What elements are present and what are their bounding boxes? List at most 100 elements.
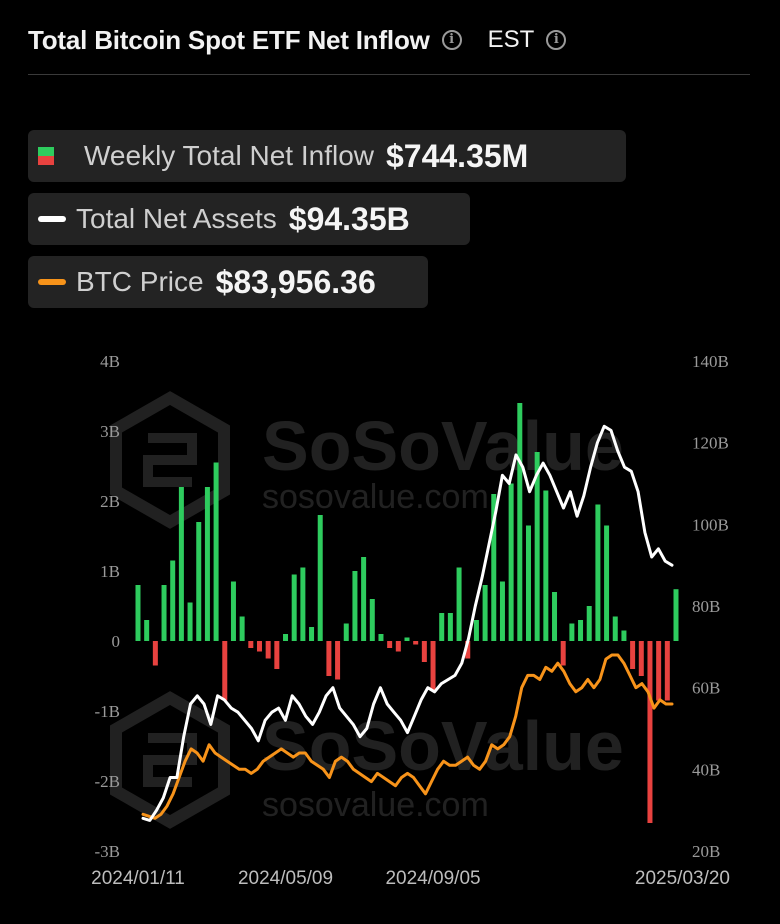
inflow-bar <box>369 599 375 641</box>
inflow-bar <box>630 641 636 669</box>
assets-line-swatch <box>38 216 66 222</box>
inflow-bar <box>361 557 367 641</box>
inflow-bar <box>560 641 566 666</box>
inflow-bar <box>187 602 193 641</box>
left-axis-tick-label: -2B <box>95 772 121 791</box>
inflow-bar <box>569 623 575 641</box>
inflow-bar <box>204 487 210 641</box>
inflow-bar <box>326 641 332 676</box>
inflow-bar <box>534 452 540 641</box>
left-axis-tick-label: 2B <box>100 492 120 511</box>
inflow-bar <box>161 585 167 641</box>
inflow-bar <box>499 581 505 641</box>
watermark-url: sosovalue.com <box>262 478 489 516</box>
inflow-bar <box>213 462 219 641</box>
btc-price-line <box>141 653 674 820</box>
left-axis-tick-label: -1B <box>95 702 121 721</box>
legend-btc-price[interactable]: BTC Price $83,956.36 <box>28 256 428 308</box>
inflow-bar <box>525 525 531 641</box>
inflow-bar <box>508 483 514 641</box>
inflow-bar <box>447 613 453 641</box>
btc-price-value: $83,956.36 <box>215 263 376 300</box>
watermark-url: sosovalue.com <box>262 786 489 824</box>
timezone-info-icon[interactable]: i <box>546 30 567 50</box>
total-net-assets-line <box>141 424 674 822</box>
inflow-bar <box>673 589 679 641</box>
btc-price-label: BTC Price <box>76 266 204 297</box>
inflow-bar <box>248 641 254 648</box>
inflow-bar <box>152 641 158 666</box>
inflow-bar <box>196 522 202 641</box>
inflow-bar <box>283 634 289 641</box>
watermark-brand: SoSoValue <box>262 707 624 785</box>
inflow-bar <box>517 403 523 641</box>
inflow-bar <box>378 634 384 641</box>
x-axis-tick-label: 2025/03/20 <box>635 868 730 889</box>
left-axis-tick-label: 0 <box>112 632 121 651</box>
total-net-assets-value: $94.35B <box>288 200 410 237</box>
inflow-bar <box>413 641 419 645</box>
inflow-bar <box>482 585 488 641</box>
inflow-bar <box>421 641 427 662</box>
inflow-bar <box>664 641 670 701</box>
bar-legend-swatch <box>38 147 54 165</box>
inflow-bar <box>309 627 315 641</box>
price-line-swatch <box>38 279 66 285</box>
inflow-bar <box>604 525 610 641</box>
header: Total Bitcoin Spot ETF Net Inflow i EST … <box>28 22 567 58</box>
x-axis-tick-label: 2024/09/05 <box>385 868 480 889</box>
inflow-bar <box>456 567 462 641</box>
right-axis-tick-label: 40B <box>692 760 720 779</box>
info-icon[interactable]: i <box>441 30 462 50</box>
inflow-bar <box>638 641 644 676</box>
right-axis-tick-label: 20B <box>692 842 720 861</box>
inflow-bar <box>612 616 618 641</box>
legend-weekly-inflow[interactable]: Weekly Total Net Inflow $744.35M <box>28 130 626 182</box>
inflow-bar <box>265 641 271 659</box>
inflow-bars <box>135 403 679 823</box>
inflow-bar <box>343 623 349 641</box>
inflow-bar <box>178 487 184 641</box>
inflow-bar <box>387 641 393 648</box>
inflow-bar <box>578 620 584 641</box>
inflow-bar <box>465 641 471 659</box>
inflow-bar <box>300 567 306 641</box>
left-axis-tick-label: 3B <box>100 422 120 441</box>
inflow-bar <box>491 494 497 641</box>
axes: 4B 3B 2B 1B 0 -1B -2B -3B 140B 120B 100B 80B 60B 40B 2… <box>91 352 730 889</box>
right-axis-tick-label: 60B <box>692 679 720 698</box>
inflow-bar <box>430 641 436 690</box>
sosovalue-logo-icon <box>110 391 230 529</box>
inflow-bar <box>543 490 549 641</box>
inflow-bar <box>222 641 228 701</box>
inflow-bar <box>404 637 410 641</box>
inflow-bar <box>473 620 479 641</box>
inflow-bar <box>352 571 358 641</box>
inflow-bar <box>552 592 558 641</box>
inflow-bar <box>144 620 150 641</box>
weekly-inflow-value: $744.35M <box>385 137 529 174</box>
inflow-bar <box>595 504 601 641</box>
inflow-bar <box>256 641 262 652</box>
timezone-label[interactable]: EST <box>487 26 535 53</box>
inflow-bar <box>239 616 245 641</box>
right-axis-tick-label: 100B <box>692 515 729 534</box>
inflow-bar <box>274 641 280 669</box>
inflow-bar <box>439 613 445 641</box>
inflow-bar <box>621 630 627 641</box>
watermark-top: SoSoValue sosovalue.com <box>110 391 624 529</box>
total-net-assets-label: Total Net Assets <box>76 203 277 234</box>
series-lines <box>141 424 674 822</box>
legend-total-net-assets[interactable]: Total Net Assets $94.35B <box>28 193 470 245</box>
right-axis-tick-label: 120B <box>692 434 729 453</box>
inflow-bar <box>586 606 592 641</box>
inflow-bar <box>317 515 323 641</box>
left-axis-tick-label: 1B <box>100 562 120 581</box>
inflow-bar <box>395 641 401 652</box>
left-axis-tick-label: 4B <box>100 352 120 371</box>
header-divider <box>28 74 750 75</box>
watermark-brand: SoSoValue <box>262 407 624 485</box>
x-axis-tick-label: 2024/01/11 <box>91 868 185 889</box>
right-axis-tick-label: 80B <box>692 597 720 616</box>
left-axis-tick-label: -3B <box>95 842 121 861</box>
